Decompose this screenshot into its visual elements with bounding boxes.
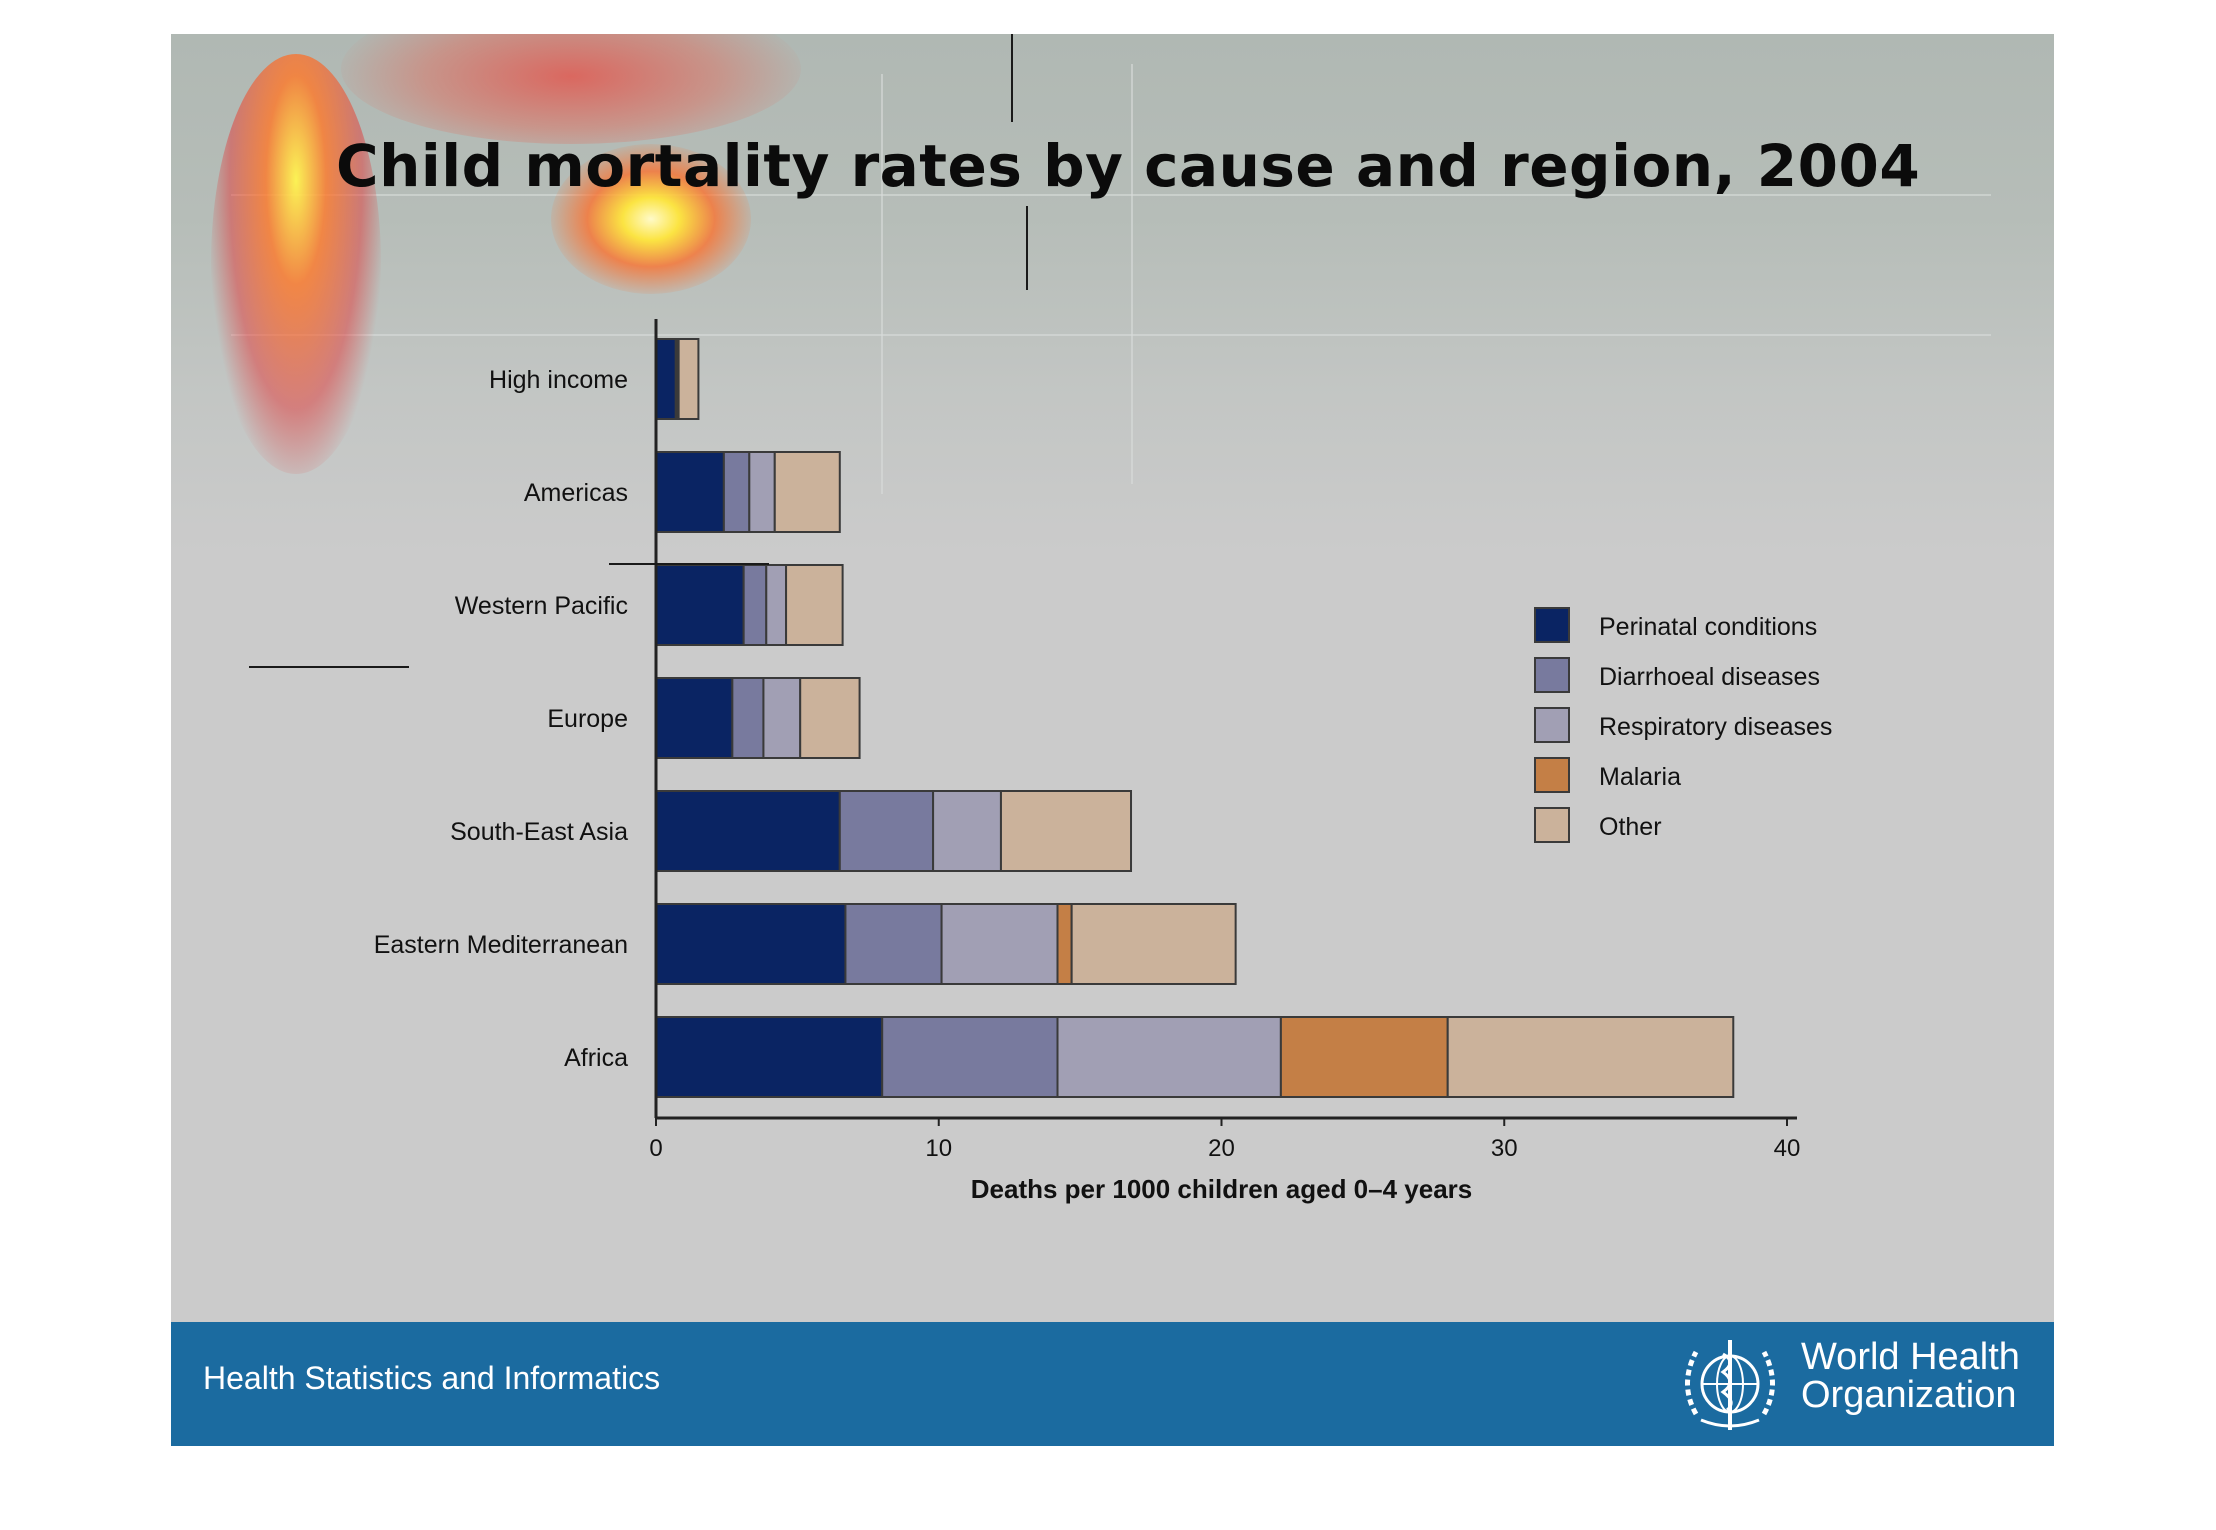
stacked-bar-chart: High income Americas Western Pacific Europe… bbox=[374, 319, 1832, 1204]
legend-label-diarrhoeal-diseases: Diarrhoeal diseases bbox=[1599, 663, 1820, 691]
legend-swatch-other bbox=[1534, 807, 1570, 843]
category-label-eastern-mediterranean: Eastern Mediterranean bbox=[374, 931, 628, 959]
legend-label-malaria: Malaria bbox=[1599, 763, 1681, 791]
bar-segment-europe-perinatal-conditions bbox=[655, 677, 734, 759]
bar-segment-south-east-asia-other bbox=[999, 790, 1133, 872]
globe-meridian bbox=[881, 74, 883, 494]
bar-segment-africa-diarrhoeal-diseases bbox=[881, 1016, 1059, 1098]
bar-segment-eastern-mediterranean-respiratory-diseases bbox=[940, 903, 1059, 985]
bar-segment-americas-respiratory-diseases bbox=[748, 451, 776, 533]
bar-segment-europe-diarrhoeal-diseases bbox=[731, 677, 765, 759]
divider-line bbox=[1011, 34, 1013, 122]
bar-segment-south-east-asia-perinatal-conditions bbox=[655, 790, 841, 872]
legend-swatch-perinatal-conditions bbox=[1534, 607, 1570, 643]
globe-meridian bbox=[1131, 64, 1133, 484]
category-label-europe: Europe bbox=[547, 705, 628, 733]
legend-label-other: Other bbox=[1599, 813, 1662, 841]
category-label-high-income: High income bbox=[489, 366, 628, 394]
bar-segment-south-east-asia-respiratory-diseases bbox=[932, 790, 1002, 872]
globe-parallel bbox=[231, 194, 1991, 196]
divider-line bbox=[249, 666, 409, 668]
slide-title: Child mortality rates by cause and regio… bbox=[336, 132, 1921, 200]
slide: Child mortality rates by cause and regio… bbox=[171, 34, 2054, 1446]
footer-text: Health Statistics and Informatics bbox=[203, 1360, 661, 1396]
bar-segment-eastern-mediterranean-other bbox=[1070, 903, 1237, 985]
bar-segment-south-east-asia-diarrhoeal-diseases bbox=[838, 790, 935, 872]
bar-segment-europe-respiratory-diseases bbox=[762, 677, 802, 759]
bar-segment-western-pacific-other bbox=[785, 564, 844, 646]
bar-segment-africa-respiratory-diseases bbox=[1056, 1016, 1282, 1098]
bar-segment-high-income-perinatal-conditions bbox=[655, 338, 677, 420]
x-tick-label: 10 bbox=[925, 1135, 952, 1162]
category-label-western-pacific: Western Pacific bbox=[455, 592, 628, 620]
x-axis-title: Deaths per 1000 children aged 0–4 years bbox=[971, 1174, 1473, 1204]
bar-segment-africa-malaria bbox=[1279, 1016, 1449, 1098]
bar-segment-western-pacific-perinatal-conditions bbox=[655, 564, 745, 646]
org-name: World Health Organization bbox=[1801, 1338, 2020, 1414]
who-emblem-icon bbox=[1685, 1340, 1775, 1430]
bar-segment-africa-other bbox=[1446, 1016, 1735, 1098]
legend-swatch-malaria bbox=[1534, 757, 1570, 793]
category-label-south-east-asia: South-East Asia bbox=[450, 818, 628, 846]
bar-segment-high-income-other bbox=[677, 338, 700, 420]
bar-segment-eastern-mediterranean-perinatal-conditions bbox=[655, 903, 847, 985]
x-tick-label: 30 bbox=[1491, 1135, 1518, 1162]
bar-segment-europe-other bbox=[799, 677, 861, 759]
bar-segment-americas-diarrhoeal-diseases bbox=[722, 451, 751, 533]
bar-segment-eastern-mediterranean-diarrhoeal-diseases bbox=[844, 903, 943, 985]
divider-line bbox=[1026, 206, 1028, 290]
bar-segment-americas-perinatal-conditions bbox=[655, 451, 725, 533]
x-tick-label: 0 bbox=[649, 1135, 662, 1162]
bar-segment-eastern-mediterranean-malaria bbox=[1056, 903, 1073, 985]
slide-footer: Health Statistics and Informatics World … bbox=[171, 1322, 2054, 1446]
legend-label-respiratory-diseases: Respiratory diseases bbox=[1599, 713, 1832, 741]
category-label-africa: Africa bbox=[564, 1044, 628, 1072]
globe-parallel bbox=[231, 334, 1991, 336]
legend-swatch-respiratory-diseases bbox=[1534, 707, 1570, 743]
bar-segment-western-pacific-diarrhoeal-diseases bbox=[742, 564, 768, 646]
x-tick-label: 40 bbox=[1774, 1135, 1801, 1162]
org-name-line1: World Health bbox=[1801, 1336, 2020, 1378]
bar-segment-western-pacific-respiratory-diseases bbox=[765, 564, 788, 646]
legend-label-perinatal-conditions: Perinatal conditions bbox=[1599, 613, 1817, 641]
bar-segment-africa-perinatal-conditions bbox=[655, 1016, 884, 1098]
divider-line bbox=[609, 563, 769, 565]
legend-swatch-diarrhoeal-diseases bbox=[1534, 657, 1570, 693]
org-name-line2: Organization bbox=[1801, 1374, 2017, 1416]
bar-segment-americas-other bbox=[773, 451, 841, 533]
category-label-americas: Americas bbox=[524, 479, 628, 507]
x-tick-label: 20 bbox=[1208, 1135, 1235, 1162]
